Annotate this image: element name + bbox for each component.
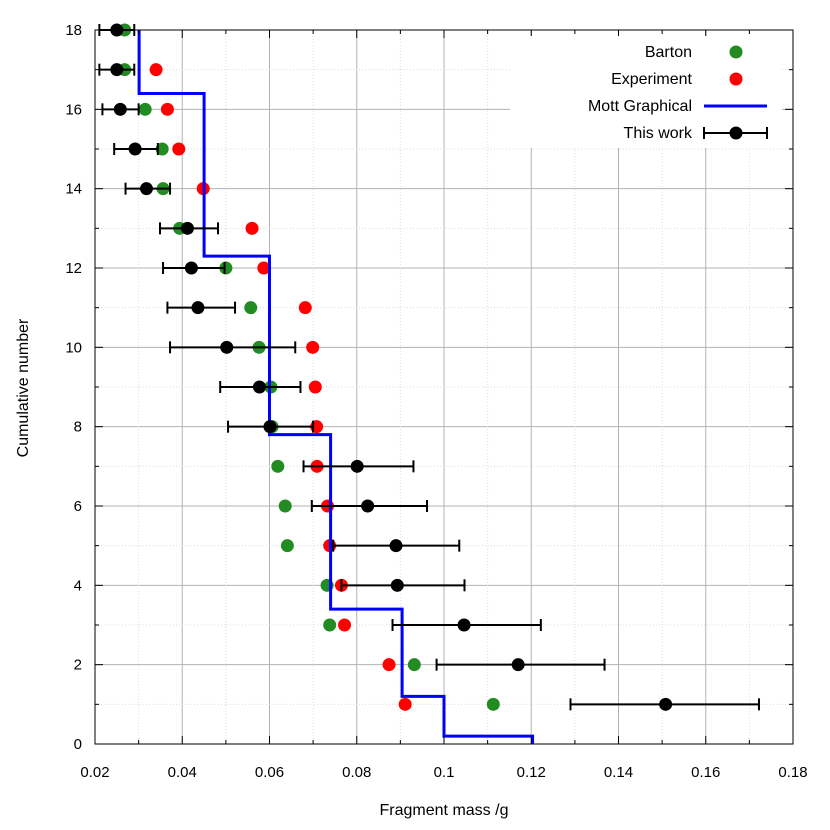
this-work-point [128,142,142,156]
this-work-point [389,539,403,553]
experiment-point [257,261,271,275]
series-layer [98,23,760,744]
axis-ticks: 0.02 0.04 0.06 0.08 0.1 0.12 0.14 0.16 0.18 0 2 4 6 8… [65,22,807,781]
x-tick-label: 0.14 [604,764,633,781]
x-tick-label: 0.02 [80,764,109,781]
legend-symbol-this-work-dot [729,126,743,140]
experiment-point [298,301,312,315]
x-tick-label: 0.1 [434,764,455,781]
x-tick-label: 0.04 [168,764,197,781]
this-work-point [252,380,266,394]
experiment-point [160,102,174,116]
legend-label-barton: Barton [645,44,692,61]
this-work-point [110,63,124,77]
this-work-point [511,658,525,672]
this-work-point [350,459,364,473]
y-tick-label: 6 [74,498,82,515]
barton-point [323,618,337,632]
barton-point [138,102,152,116]
legend: Barton Experiment Mott Graphical This wo… [510,36,782,148]
legend-label-this-work: This work [624,125,693,142]
legend-symbol-experiment [729,72,743,86]
barton-point [244,301,258,315]
this-work-point [191,301,205,315]
y-tick-label: 2 [74,657,82,674]
barton-point [155,142,169,156]
this-work-point [180,221,194,235]
experiment-point [245,221,259,235]
legend-symbol-barton [729,45,743,59]
x-tick-label: 0.08 [342,764,371,781]
this-work-point [110,23,124,37]
x-tick-label: 0.06 [255,764,284,781]
x-tick-label: 0.18 [778,764,807,781]
y-axis-title: Cumulative number [15,318,32,457]
experiment-point [338,618,352,632]
barton-point [278,499,292,513]
this-work-point [139,182,153,196]
legend-label-experiment: Experiment [611,71,692,88]
barton-point [271,459,285,473]
y-tick-label: 12 [65,260,82,277]
x-axis-title: Fragment mass /g [380,802,509,819]
barton-point [219,261,233,275]
y-tick-label: 8 [74,419,82,436]
x-tick-label: 0.12 [517,764,546,781]
y-tick-label: 4 [74,577,82,594]
y-tick-label: 16 [65,101,82,118]
barton-point [407,658,421,672]
experiment-point [398,697,412,711]
y-tick-label: 0 [74,736,82,753]
barton-point [486,697,500,711]
this-work-point [361,499,375,513]
legend-label-mott-graphical: Mott Graphical [588,98,692,115]
y-tick-label: 18 [65,22,82,39]
this-work-point [220,340,234,354]
this-work-point [457,618,471,632]
y-tick-label: 14 [65,181,82,198]
this-work-point [659,697,673,711]
mott-graphical-line [137,30,535,744]
this-work-point [184,261,198,275]
experiment-point [172,142,186,156]
experiment-point [306,340,320,354]
experiment-point [149,63,163,77]
this-work-point [263,420,277,434]
experiment-point [308,380,322,394]
barton-point [280,539,294,553]
this-work-point [113,102,127,116]
experiment-point [382,658,396,672]
x-tick-label: 0.16 [691,764,720,781]
y-tick-label: 10 [65,339,82,356]
this-work-point [390,578,404,592]
